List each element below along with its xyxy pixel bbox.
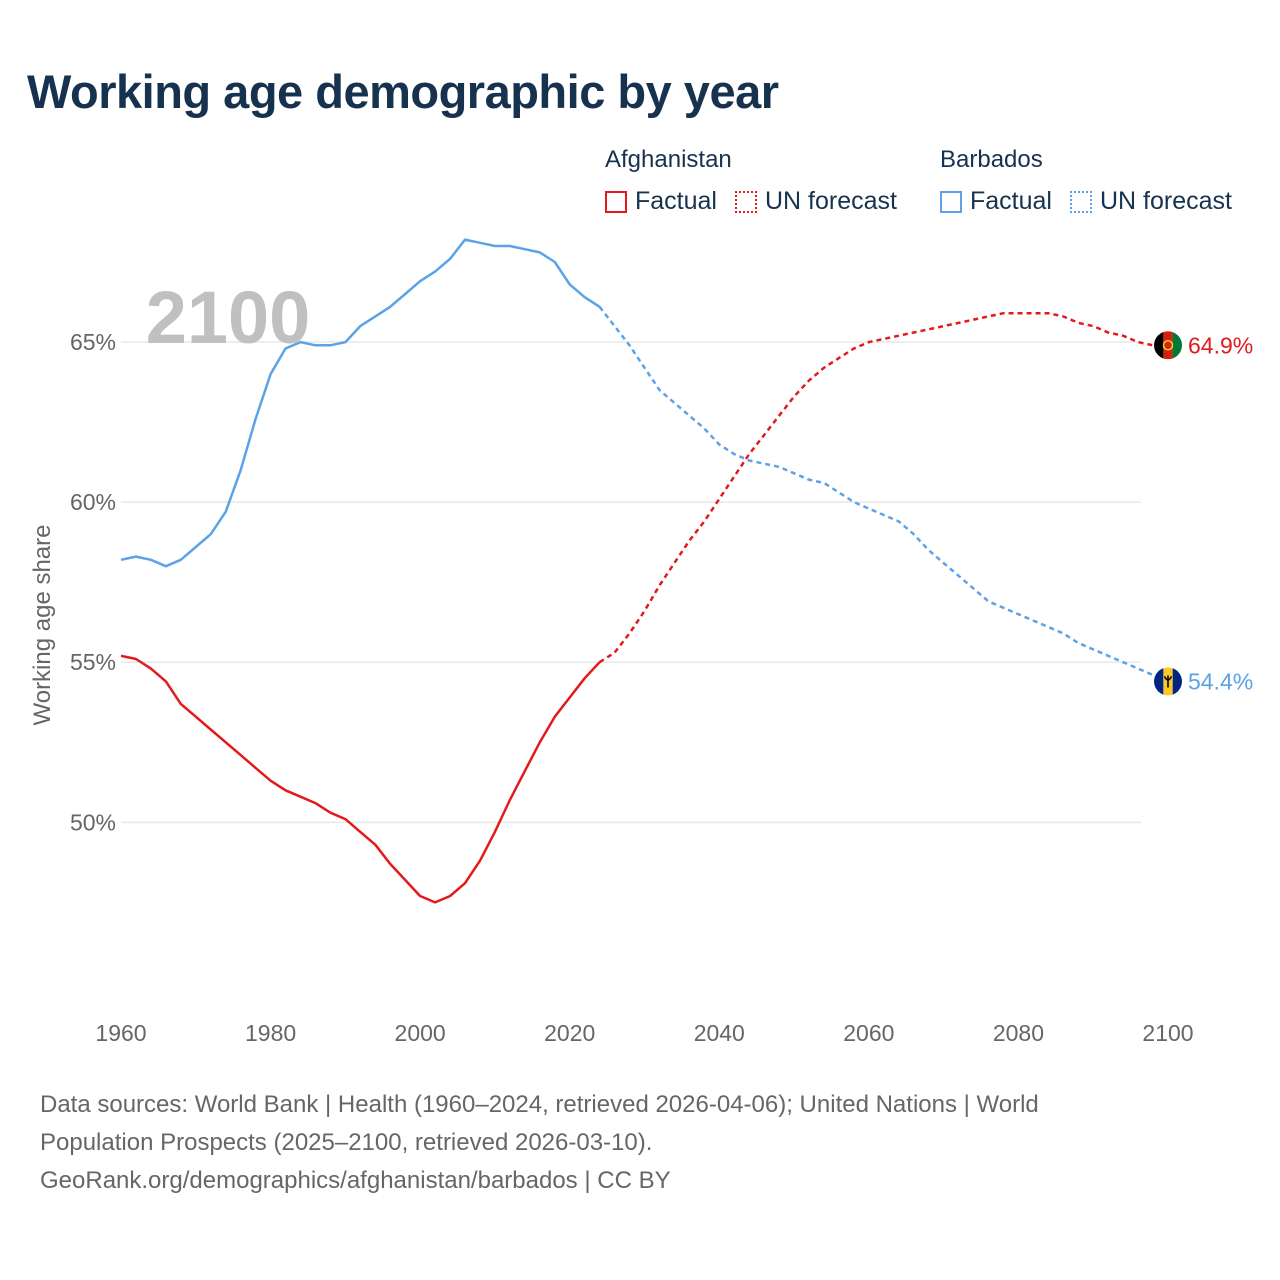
line-barbados-factual bbox=[120, 238, 601, 568]
legend-country-afghanistan: Afghanistan bbox=[605, 146, 732, 173]
legend-afghanistan: Afghanistan Factual UN forecast bbox=[605, 145, 915, 216]
flag-stripe bbox=[1172, 667, 1182, 696]
legend-label: UN forecast bbox=[764, 187, 897, 215]
flag-trident bbox=[1163, 675, 1173, 688]
axes: 50% 55% 60% 65% 1960 1980 2000 2020 2040 2060 2080… bbox=[29, 329, 1194, 1046]
legend-label: Factual bbox=[635, 187, 717, 215]
flag-marker-afghanistan bbox=[1154, 331, 1182, 360]
solid-swatch-icon bbox=[605, 190, 627, 213]
afghanistan-flag-icon bbox=[1154, 331, 1182, 360]
end-label-afghanistan: 64.9% bbox=[1188, 332, 1253, 358]
legend-barbados: Barbados Factual UN forecast bbox=[940, 145, 1250, 216]
flag-emblem bbox=[1162, 340, 1174, 351]
x-tick-label: 2100 bbox=[1142, 1020, 1193, 1046]
dotted-swatch-icon bbox=[734, 190, 757, 213]
line-afghanistan-factual bbox=[120, 654, 601, 904]
x-tick-label: 1980 bbox=[245, 1020, 296, 1046]
end-label-barbados: 54.4% bbox=[1188, 668, 1253, 694]
flag-stripe bbox=[1163, 331, 1173, 360]
legend-barbados-factual[interactable]: Factual bbox=[940, 187, 1052, 216]
barbados-flag-icon bbox=[1154, 667, 1182, 696]
y-axis-title: Working age share bbox=[29, 525, 56, 726]
y-tick-label: 65% bbox=[70, 329, 116, 355]
y-tick-label: 50% bbox=[70, 809, 116, 835]
source-link[interactable]: GeoRank.org/demographics/afghanistan/bar… bbox=[40, 1167, 671, 1194]
year-watermark: 2100 bbox=[146, 276, 311, 359]
legend-barbados-forecast[interactable]: UN forecast bbox=[1069, 187, 1232, 216]
end-markers: 64.9% 54.4% bbox=[1154, 331, 1253, 696]
source-line-2: Population Prospects (2025–2100, retriev… bbox=[40, 1129, 653, 1156]
chart-title: Working age demographic by year bbox=[27, 65, 779, 118]
x-tick-label: 2060 bbox=[843, 1020, 894, 1046]
legend-afghanistan-factual[interactable]: Factual bbox=[605, 187, 717, 216]
legend-afghanistan-forecast[interactable]: UN forecast bbox=[734, 187, 897, 216]
flag-stripe bbox=[1154, 331, 1164, 360]
line-afghanistan-forecast bbox=[598, 311, 1168, 664]
x-tick-label: 1960 bbox=[95, 1020, 146, 1046]
y-tick-label: 60% bbox=[70, 489, 116, 515]
chart-plot: 2100 50% 55% 60% 65% 1960 1980 2000 2020 2040 206… bbox=[29, 238, 1253, 1046]
legend-label: UN forecast bbox=[1099, 187, 1232, 215]
x-tick-label: 2040 bbox=[694, 1020, 745, 1046]
legend-label: Factual bbox=[970, 187, 1052, 215]
flag-stripe bbox=[1154, 667, 1164, 696]
series bbox=[120, 238, 1169, 904]
y-tick-label: 55% bbox=[70, 649, 116, 675]
solid-swatch-icon bbox=[940, 190, 962, 213]
flag-stripe bbox=[1172, 331, 1182, 360]
source-note: Data sources: World Bank | Health (1960–… bbox=[40, 1086, 1220, 1200]
flag-marker-barbados bbox=[1154, 667, 1182, 696]
dotted-swatch-icon bbox=[1069, 190, 1092, 213]
grid-lines bbox=[121, 341, 1141, 824]
legend-country-barbados: Barbados bbox=[940, 146, 1043, 173]
x-tick-label: 2020 bbox=[544, 1020, 595, 1046]
x-tick-label: 2000 bbox=[395, 1020, 446, 1046]
x-tick-label: 2080 bbox=[993, 1020, 1044, 1046]
line-barbados-forecast bbox=[598, 306, 1169, 683]
source-line-1: Data sources: World Bank | Health (1960–… bbox=[40, 1091, 1039, 1118]
